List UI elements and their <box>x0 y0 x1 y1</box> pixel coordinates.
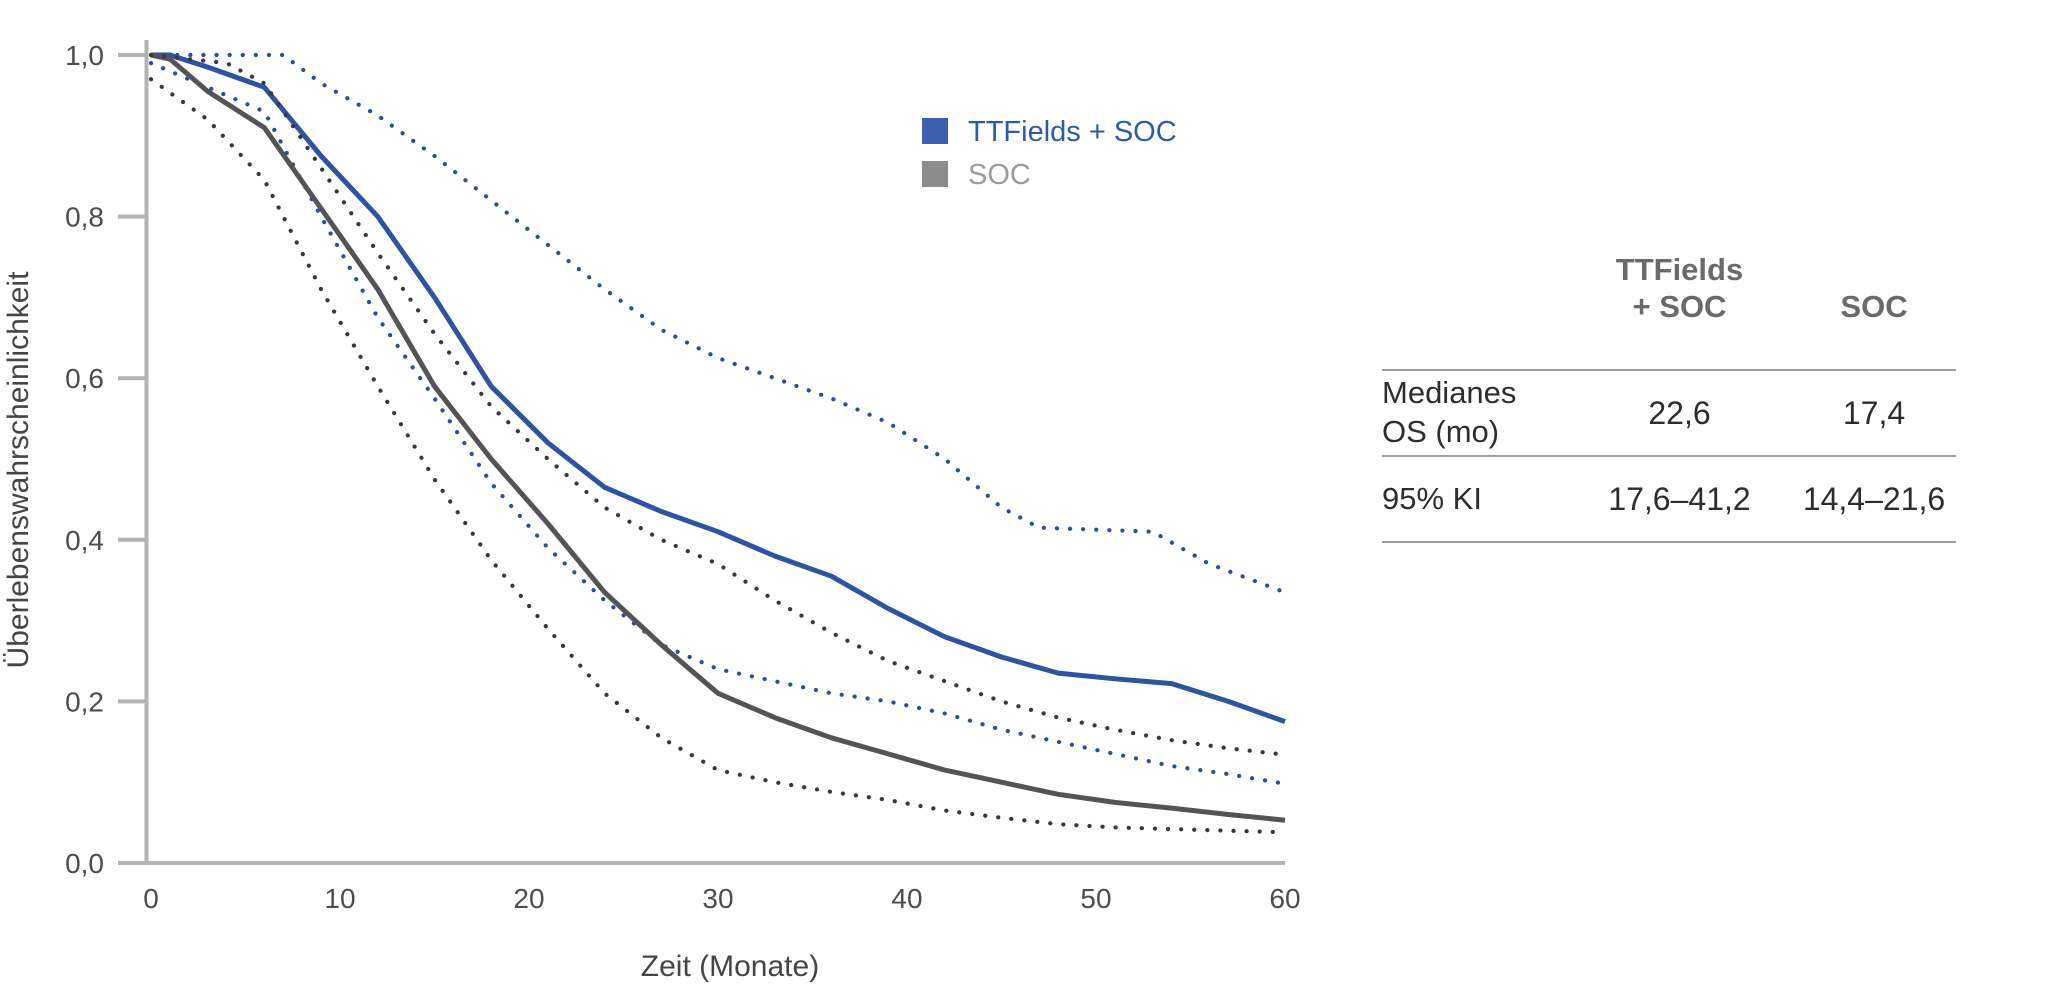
soc-ci-upper-dotted-line <box>148 52 1288 757</box>
table-header-soc: SOC <box>1840 288 1908 324</box>
soc-curve-line <box>150 52 1286 823</box>
y-tick-label: 0,4 <box>65 525 104 556</box>
x-tick-label: 50 <box>1080 883 1111 914</box>
soc-ci-lower-dotted-line <box>148 77 1288 835</box>
table-header-empty <box>1382 238 1567 370</box>
x-axis-title: Zeit (Monate) <box>641 950 819 983</box>
x-axis-ticks: 0 10 20 30 40 50 60 <box>143 883 1300 914</box>
table-row-median-os: Medianes OS (mo) 22,6 17,4 <box>1382 369 1956 457</box>
legend-label-ttfields-soc: TTFields + SOC <box>968 116 1177 148</box>
y-tick-label: 0,6 <box>65 363 104 394</box>
survival-curves <box>148 52 1288 835</box>
median-os-label: Medianes OS (mo) <box>1382 369 1567 457</box>
x-tick-label: 30 <box>702 883 733 914</box>
x-tick-label: 40 <box>891 883 922 914</box>
x-tick-label: 0 <box>143 883 159 914</box>
y-tick-label: 0,0 <box>65 848 104 879</box>
median-os-soc-value: 17,4 <box>1792 369 1956 457</box>
x-tick-label: 60 <box>1269 883 1300 914</box>
y-axis-ticks: 1,0 0,8 0,6 0,4 0,2 0,0 <box>65 40 145 879</box>
legend: TTFields + SOC SOC <box>922 116 1177 191</box>
y-tick-label: 0,2 <box>65 686 104 717</box>
legend-swatch-soc <box>922 161 948 187</box>
y-tick-label: 1,0 <box>65 40 104 71</box>
ci-label: 95% KI <box>1382 455 1567 544</box>
ttfields-soc-ci-lower-dotted-line <box>148 61 1288 786</box>
ttfields-soc-curve-line <box>151 52 1286 724</box>
ci-ttfields-soc-value: 17,6–41,2 <box>1567 455 1792 544</box>
legend-label-soc: SOC <box>968 159 1031 191</box>
ci-soc-value: 14,4–21,6 <box>1792 455 1956 544</box>
table-header-row: TTFields + SOC SOC <box>1382 238 1956 370</box>
os-statistics-table: TTFields + SOC SOC Medianes OS (mo) 22,6… <box>1382 238 1956 544</box>
table-header-ttfields-soc: TTFields + SOC <box>1615 252 1744 324</box>
x-tick-label: 20 <box>513 883 544 914</box>
y-axis-title: Überlebenswahrscheinlichkeit <box>2 271 35 669</box>
axes <box>127 40 1285 865</box>
table-row-ci: 95% KI 17,6–41,2 14,4–21,6 <box>1382 455 1956 544</box>
x-tick-label: 10 <box>324 883 355 914</box>
median-os-ttfields-soc-value: 22,6 <box>1567 369 1792 457</box>
y-tick-label: 0,8 <box>65 202 104 233</box>
legend-swatch-ttfields-soc <box>922 118 948 144</box>
